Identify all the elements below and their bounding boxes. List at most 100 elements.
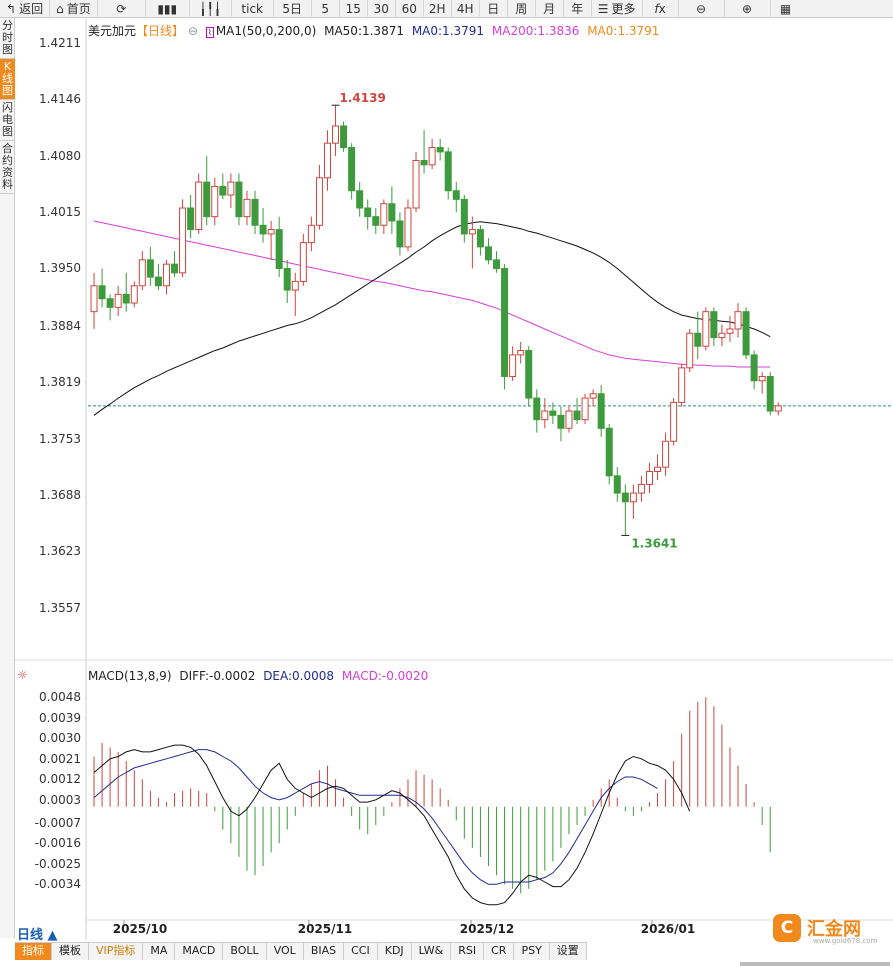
candle-body [662, 440, 670, 468]
candle-body [629, 492, 637, 503]
candle-body [452, 190, 460, 200]
indicator-tab-0[interactable]: 指标 [15, 943, 52, 960]
period-button-2[interactable]: 15 [340, 0, 368, 18]
candle-body [179, 207, 187, 274]
period-dropdown[interactable]: 日线 ▲ [17, 928, 58, 943]
home-button[interactable]: ⌂ 首页 [50, 0, 98, 18]
period-button-1[interactable]: 5 [312, 0, 340, 18]
period-button-9[interactable]: 月 [536, 0, 564, 18]
side-tab-0[interactable]: 分时图 [0, 18, 15, 59]
high-label: 1.4139 [340, 91, 386, 105]
indicator-tab-6[interactable]: VOL [266, 943, 304, 960]
more-button[interactable]: ☰ 更多 [592, 0, 643, 18]
candle-body [291, 280, 299, 291]
period-button-3[interactable]: 30 [368, 0, 396, 18]
period-button-8[interactable]: 周 [508, 0, 536, 18]
macd-tick-label: 0.0021 [39, 751, 81, 766]
zoom-out-icon: ⊖ [695, 1, 707, 16]
indicator-tab-1[interactable]: 模板 [52, 943, 89, 960]
candle-body [613, 475, 621, 494]
period-button-7[interactable]: 日 [480, 0, 508, 18]
back-button[interactable]: ↰ 返回 [0, 0, 51, 18]
side-tab-1[interactable]: K线图 [0, 59, 15, 100]
side-tab-3[interactable]: 合约资料 [0, 141, 15, 194]
candle-body [122, 293, 130, 304]
low-label: 1.3641 [631, 536, 677, 550]
indicator-tab-8[interactable]: CCI [344, 943, 378, 960]
candle-body [227, 181, 235, 196]
candle-body [565, 410, 573, 429]
price-tick-label: 1.4211 [39, 36, 81, 50]
candle-body [412, 159, 420, 209]
indicator-tab-9[interactable]: KDJ [377, 943, 412, 960]
chart-type-button[interactable]: ▮▮▮ [146, 0, 190, 18]
price-tick-label: 1.3688 [39, 487, 81, 502]
candle-body [154, 276, 162, 287]
logo-mark: C [773, 914, 801, 942]
macd-value: MACD:-0.0020 [341, 669, 429, 683]
candle-body [589, 393, 597, 399]
candle-body [340, 125, 348, 149]
candle-body [533, 397, 541, 421]
ma200-value: MA200:1.3836 [491, 24, 580, 38]
diff-line [93, 744, 691, 906]
candle-body [525, 350, 533, 399]
candle-body [710, 311, 718, 339]
refresh-button[interactable]: ⟳ [98, 0, 146, 18]
candle-body [605, 427, 613, 477]
candle-body [549, 410, 557, 416]
period-button-4[interactable]: 60 [396, 0, 424, 18]
zoom-out-button[interactable]: ⊖ [679, 0, 725, 18]
candle-type-button[interactable]: ╽╿╽ [190, 0, 232, 18]
indicator-tab-13[interactable]: PSY [514, 943, 550, 960]
candle-body [187, 207, 195, 231]
candle-body [621, 492, 629, 503]
candle-body [348, 147, 356, 192]
candle-body [444, 151, 452, 192]
candle-body [460, 198, 468, 235]
price-tick-label: 1.3819 [39, 374, 81, 389]
diff-value: DIFF:-0.0002 [179, 669, 256, 683]
candle-body [380, 203, 388, 226]
indicator-tab-12[interactable]: CR [484, 943, 515, 960]
side-tab-2[interactable]: 闪电图 [0, 100, 15, 141]
candle-body [275, 229, 283, 269]
candle-body [404, 207, 412, 248]
brand-logo: C 汇金网 www.gold678.com [773, 913, 885, 945]
candle-body [654, 466, 662, 473]
period-button-0[interactable]: 5日 [274, 0, 312, 18]
indicator-tab-7[interactable]: BIAS [303, 943, 345, 960]
indicator-tab-14[interactable]: 设置 [549, 943, 587, 960]
indicator-tab-2[interactable]: VIP指标 [89, 943, 144, 960]
indicator-tab-10[interactable]: LW& [411, 943, 452, 960]
indicator-tab-5[interactable]: BOLL [223, 943, 267, 960]
ma-params: MA1(50,0,200,0) [215, 24, 317, 38]
candle-body [90, 285, 98, 313]
refresh-icon: ⟳ [116, 1, 127, 16]
formula-button[interactable]: fx [643, 0, 679, 18]
zoom-in-button[interactable]: ⊕ [725, 0, 771, 18]
horizontal-scrollbar[interactable] [740, 962, 890, 966]
candle-body [670, 401, 678, 442]
candle-body [694, 332, 702, 347]
settings-gear-icon[interactable]: ☼ [17, 668, 28, 682]
macd-tick-label: 0.0039 [39, 710, 81, 725]
ma200-line [93, 220, 771, 368]
tick-button[interactable]: tick [232, 0, 274, 18]
indicator-tab-3[interactable]: MA [143, 943, 176, 960]
period-button-10[interactable]: 年 [564, 0, 592, 18]
period-button-6[interactable]: 4H [452, 0, 480, 18]
price-tick-label: 1.3950 [39, 261, 81, 276]
candle-body [718, 332, 726, 339]
indicator-tab-11[interactable]: RSI [451, 943, 485, 960]
candle-body [734, 311, 742, 330]
period-button-5[interactable]: 2H [424, 0, 452, 18]
ma0b-value: MA0:1.3791 [587, 24, 660, 38]
price-tick-label: 1.4015 [39, 205, 81, 220]
indicator-tab-4[interactable]: MACD [175, 943, 224, 960]
candle-body [114, 293, 122, 308]
collapse-icon[interactable]: ⊖ [188, 24, 199, 38]
toolbar: ↰ 返回 ⌂ 首页 ⟳ ▮▮▮ ╽╿╽ tick 5日 5 15 30 60 2H 4H 日周月年… [0, 0, 893, 18]
grid-button[interactable]: ▦ [771, 0, 801, 18]
